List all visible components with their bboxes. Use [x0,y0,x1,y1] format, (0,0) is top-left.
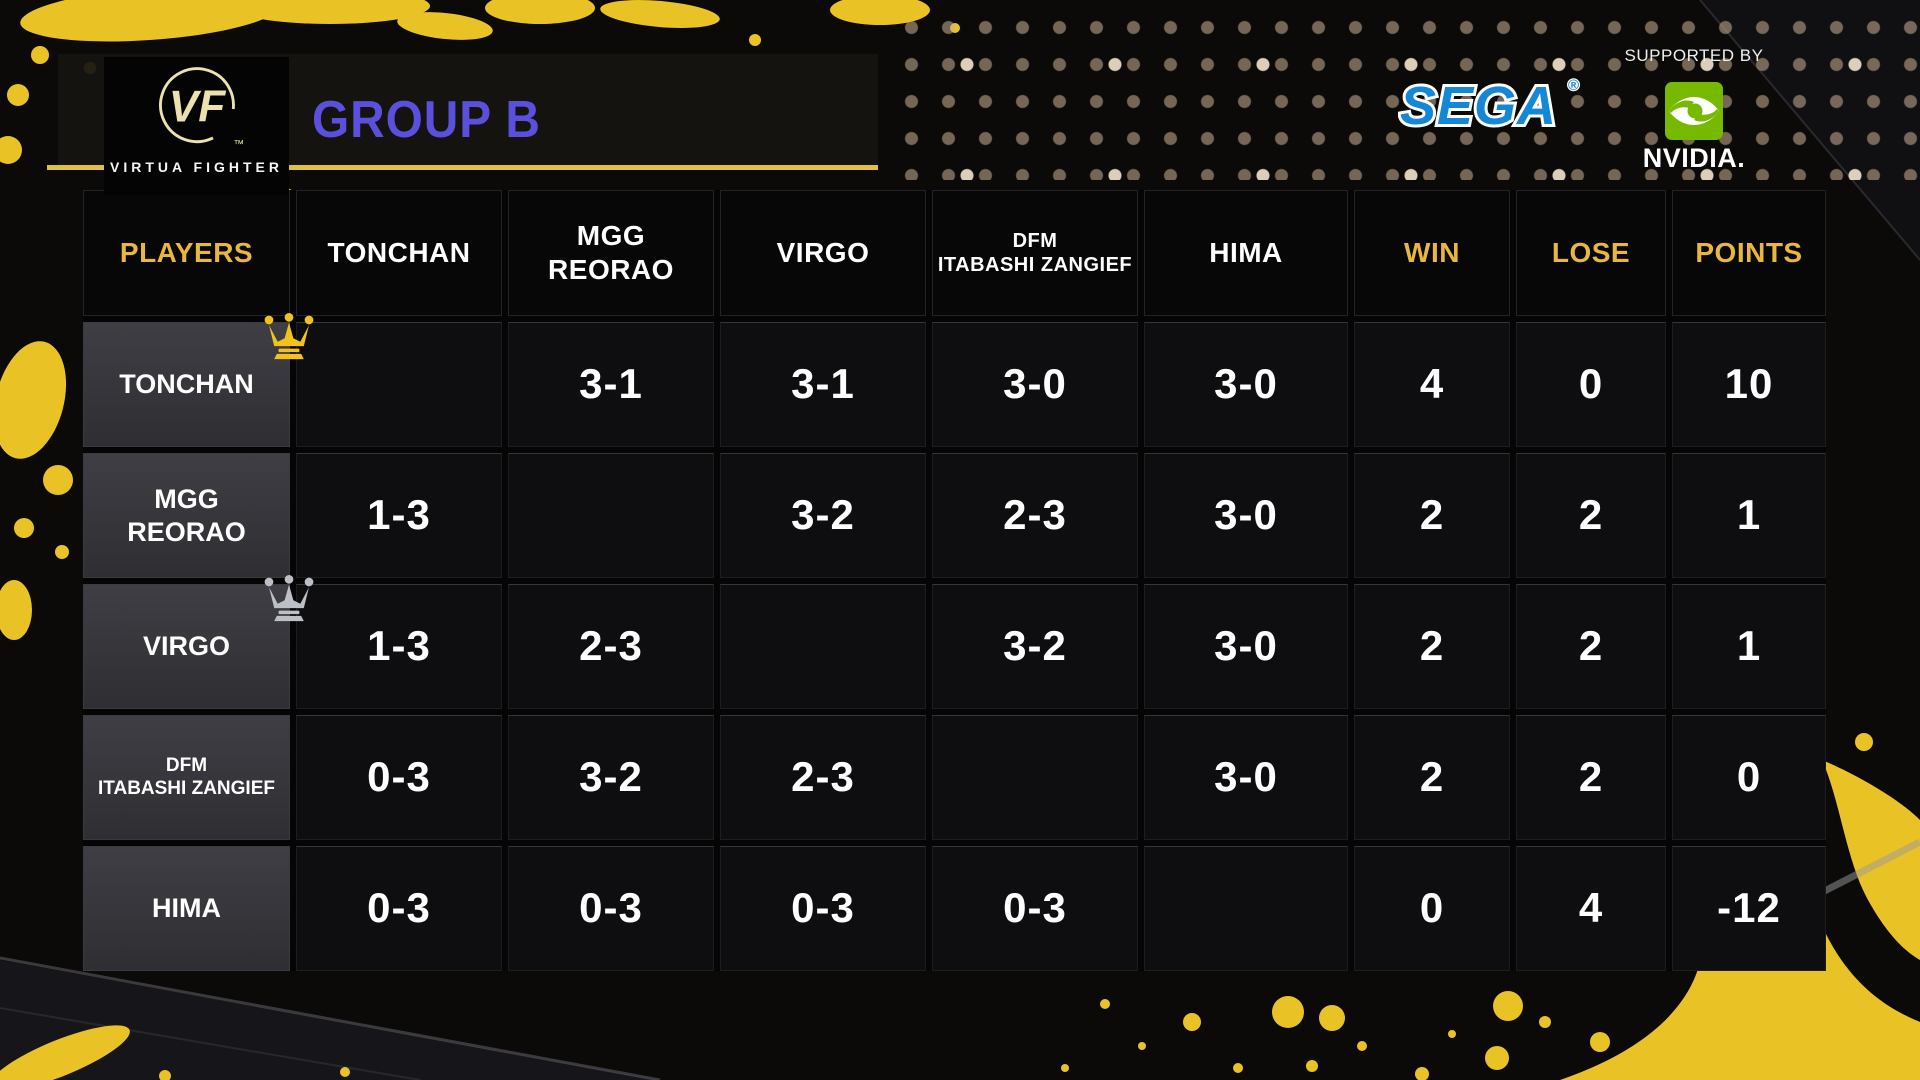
column-header: HIMA [1144,190,1348,316]
column-header: TONCHAN [296,190,502,316]
points-cell: 1 [1672,453,1826,578]
sega-wordmark: SEGA [1400,76,1557,136]
lose-cell: 2 [1516,453,1666,578]
win-cell: 4 [1354,322,1510,447]
match-score-cell: 2-3 [508,584,714,709]
win-cell: 2 [1354,453,1510,578]
supported-by-label: SUPPORTED BY [1624,46,1764,65]
group-table: PLAYERS TONCHAN MGG REORAO VIRGO DFM ITABASH… [83,190,1826,971]
match-score-cell: 1-3 [296,584,502,709]
match-score-cell: 0-3 [932,846,1138,971]
match-score-cell: 0-3 [296,846,502,971]
group-title: GROUP B [312,91,541,149]
column-header: LOSE [1516,190,1666,316]
match-score-cell: 3-2 [932,584,1138,709]
win-cell: 2 [1354,715,1510,840]
self-match-cell [1144,846,1348,971]
match-score-cell: 3-0 [932,322,1138,447]
trademark-glyph: ™ [233,138,244,150]
match-score-cell: 3-0 [1144,584,1348,709]
match-score-cell: 0-3 [720,846,926,971]
match-score-cell: 1-3 [296,453,502,578]
header-gold-underline [47,165,878,170]
column-header: VIRGO [720,190,926,316]
match-score-cell: 3-0 [1144,715,1348,840]
win-cell: 0 [1354,846,1510,971]
self-match-cell [932,715,1138,840]
match-score-cell: 3-1 [720,322,926,447]
column-header: DFM ITABASHI ZANGIEF [932,190,1138,316]
self-match-cell [296,322,502,447]
match-score-cell: 3-0 [1144,322,1348,447]
column-header: PLAYERS [83,190,290,316]
match-score-cell: 3-1 [508,322,714,447]
gold-crown-icon [264,313,314,360]
self-match-cell [720,584,926,709]
player-row-label: VIRGO [83,575,314,709]
self-match-cell [508,453,714,578]
match-score-cell: 2-3 [932,453,1138,578]
lose-cell: 2 [1516,584,1666,709]
match-score-cell: 0-3 [296,715,502,840]
points-cell: 10 [1672,322,1826,447]
points-cell: 1 [1672,584,1826,709]
virtua-fighter-logo: VF ™ VIRTUA FIGHTER [104,57,289,195]
player-row-label: HIMA [83,846,290,971]
dot-grid-decoration [884,0,1920,180]
column-header: MGG REORAO [508,190,714,316]
lose-cell: 4 [1516,846,1666,971]
column-header: WIN [1354,190,1510,316]
match-score-cell: 2-3 [720,715,926,840]
registered-mark-glyph: ® [1568,77,1579,94]
silver-crown-icon [264,575,314,622]
nvidia-eye-icon [1665,82,1723,140]
player-row-label: MGG REORAO [83,453,290,578]
lose-cell: 2 [1516,715,1666,840]
match-score-cell: 0-3 [508,846,714,971]
vf-monogram-icon: VF ™ [158,67,244,150]
virtua-fighter-wordmark: VIRTUA FIGHTER [110,159,283,175]
column-header: POINTS [1672,190,1826,316]
points-cell: 0 [1672,715,1826,840]
nvidia-logo: SUPPORTED BY NVIDIA. [1612,46,1776,174]
match-score-cell: 3-0 [1144,453,1348,578]
player-row-label: TONCHAN [83,313,314,447]
nvidia-wordmark: NVIDIA. [1642,143,1746,173]
match-score-cell: 3-2 [508,715,714,840]
player-row-label: DFM ITABASHI ZANGIEF [83,715,290,840]
match-score-cell: 3-2 [720,453,926,578]
lose-cell: 0 [1516,322,1666,447]
points-cell: -12 [1672,846,1826,971]
vf-monogram-text: VF [168,82,225,131]
sega-logo: SEGA ® [1398,74,1580,138]
win-cell: 2 [1354,584,1510,709]
